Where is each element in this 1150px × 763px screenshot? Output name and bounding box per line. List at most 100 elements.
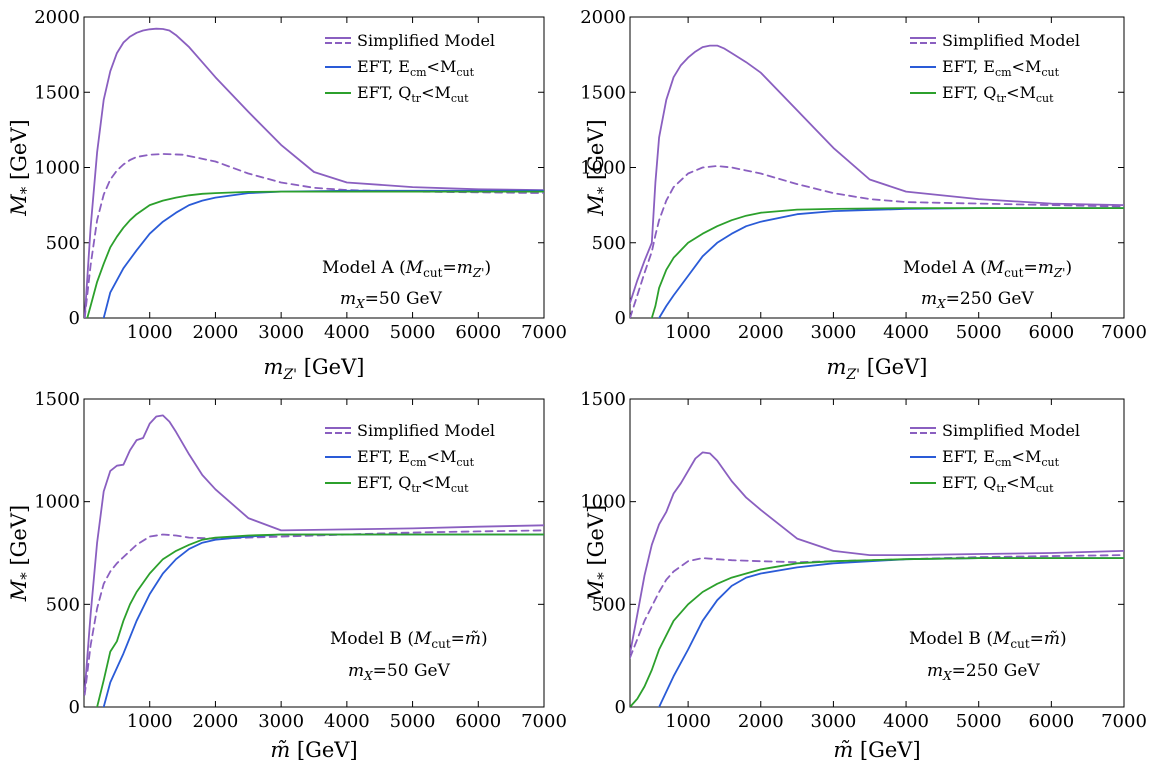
y-tick-label: 1000	[580, 158, 626, 179]
y-tick-label: 1500	[34, 82, 80, 103]
series-line-eft_qtr	[630, 557, 1124, 707]
legend: Simplified Model EFT, Ecm<Mcut EFT, Qtr<Mc…	[325, 421, 495, 495]
x-tick-label: 2000	[738, 711, 784, 732]
mass-annotation: mX=50 GeV	[348, 661, 451, 683]
series-line-simplified-dashed	[630, 554, 1124, 659]
series-line-simplified	[84, 414, 544, 692]
x-tick-label: 1000	[127, 711, 173, 732]
x-tick-label: 7000	[521, 711, 567, 732]
series-line-eft_qtr	[650, 207, 1124, 318]
legend-label-eft_ecm: EFT, Ecm<Mcut	[357, 447, 475, 469]
x-tick-label: 3000	[811, 711, 857, 732]
mass-annotation: mX=250 GeV	[927, 661, 1040, 683]
series-line-simplified	[630, 451, 1124, 655]
plot-frame	[629, 398, 1125, 708]
chart-panel-bottom-right: 1000 2000 3000 4000 5000 6000 7000 0 500 1000 1500…	[580, 389, 1147, 762]
x-axis-label: m̃ [GeV]	[270, 738, 357, 762]
series-line-eft_ecm	[658, 207, 1124, 318]
series-line-simplified-dashed	[84, 529, 544, 696]
y-tick-label: 500	[46, 594, 80, 615]
y-tick-label: 1000	[34, 492, 80, 513]
series-group	[84, 27, 544, 318]
y-tick-label: 2000	[580, 7, 626, 28]
y-tick-label: 500	[592, 594, 626, 615]
legend-label-eft_qtr: EFT, Qtr<Mcut	[942, 473, 1054, 495]
x-tick-label: 1000	[665, 322, 711, 343]
x-tick-label: 5000	[956, 322, 1002, 343]
x-tick-label: 4000	[883, 322, 929, 343]
x-tick-label: 2000	[193, 322, 239, 343]
y-tick-label: 2000	[34, 7, 80, 28]
legend: Simplified Model EFT, Ecm<Mcut EFT, Qtr<Mc…	[910, 421, 1080, 495]
series-line-eft_ecm	[102, 189, 544, 318]
y-tick-label: 500	[592, 233, 626, 254]
x-tick-label: 2000	[193, 711, 239, 732]
legend-label-simplified: Simplified Model	[942, 31, 1080, 50]
x-tick-label: 5000	[390, 711, 436, 732]
chart-panel-bottom-left: 1000 2000 3000 4000 5000 6000 7000 0 500 1000 1500…	[7, 389, 567, 762]
series-line-simplified	[630, 44, 1124, 304]
model-annotation: Model B (Mcut=m̃)	[909, 629, 1067, 651]
x-tick-label: 6000	[455, 711, 501, 732]
y-axis-label: M* [GeV]	[7, 505, 35, 602]
x-tick-label: 3000	[258, 711, 304, 732]
legend: Simplified Model EFT, Ecm<Mcut EFT, Qtr<Mc…	[910, 31, 1080, 105]
plot-frame	[83, 398, 545, 708]
y-tick-label: 0	[69, 697, 80, 718]
x-tick-label: 6000	[455, 322, 501, 343]
x-tick-label: 2000	[738, 322, 784, 343]
legend-label-eft_ecm: EFT, Ecm<Mcut	[942, 447, 1060, 469]
x-tick-label: 7000	[521, 322, 567, 343]
series-line-simplified	[84, 27, 544, 318]
legend-label-eft_qtr: EFT, Qtr<Mcut	[357, 473, 469, 495]
x-tick-label: 3000	[811, 322, 857, 343]
series-line-eft_ecm	[102, 533, 544, 707]
x-tick-label: 7000	[1101, 322, 1147, 343]
y-tick-label: 1000	[580, 492, 626, 513]
x-tick-label: 4000	[324, 322, 370, 343]
x-axis-label: m̃ [GeV]	[833, 738, 920, 762]
y-axis-label: M* [GeV]	[584, 505, 612, 602]
x-tick-label: 7000	[1101, 711, 1147, 732]
x-tick-label: 6000	[1028, 711, 1074, 732]
legend-label-eft_ecm: EFT, Ecm<Mcut	[357, 57, 475, 79]
series-group	[630, 451, 1124, 707]
series-line-eft_qtr	[96, 533, 544, 707]
model-annotation: Model A (Mcut=mZ')	[903, 258, 1072, 280]
y-axis-label: M* [GeV]	[584, 119, 612, 216]
series-group	[630, 44, 1124, 318]
y-tick-label: 1500	[34, 389, 80, 410]
series-line-simplified-dashed	[84, 153, 544, 318]
x-tick-label: 5000	[956, 711, 1002, 732]
series-line-eft_qtr	[86, 190, 544, 318]
series-line-simplified-dashed	[630, 165, 1124, 318]
chart-panel-top-left: 1000 2000 3000 4000 5000 6000 7000 0 500 1000 1500…	[7, 7, 567, 383]
model-annotation: Model A (Mcut=mZ')	[322, 258, 491, 280]
x-tick-label: 1000	[665, 711, 711, 732]
y-tick-label: 0	[69, 308, 80, 329]
legend: Simplified Model EFT, Ecm<Mcut EFT, Qtr<Mc…	[325, 31, 495, 105]
y-tick-label: 1500	[580, 82, 626, 103]
model-annotation: Model B (Mcut=m̃)	[330, 629, 488, 651]
x-tick-label: 6000	[1028, 322, 1074, 343]
legend-label-eft_qtr: EFT, Qtr<Mcut	[942, 83, 1054, 105]
series-group	[84, 414, 544, 707]
mass-annotation: mX=250 GeV	[921, 289, 1034, 311]
legend-label-simplified: Simplified Model	[357, 31, 495, 50]
y-axis-label: M* [GeV]	[7, 119, 35, 216]
x-tick-label: 4000	[883, 711, 929, 732]
y-tick-label: 500	[46, 233, 80, 254]
x-tick-label: 5000	[390, 322, 436, 343]
x-axis-label: mZ' [GeV]	[827, 355, 928, 383]
y-tick-label: 0	[615, 697, 626, 718]
y-tick-label: 0	[615, 308, 626, 329]
legend-label-simplified: Simplified Model	[357, 421, 495, 440]
legend-label-eft_qtr: EFT, Qtr<Mcut	[357, 83, 469, 105]
y-tick-label: 1500	[580, 389, 626, 410]
x-axis-label: mZ' [GeV]	[264, 355, 365, 383]
legend-label-simplified: Simplified Model	[942, 421, 1080, 440]
x-tick-label: 1000	[127, 322, 173, 343]
x-tick-label: 4000	[324, 711, 370, 732]
mass-annotation: mX=50 GeV	[340, 289, 443, 311]
